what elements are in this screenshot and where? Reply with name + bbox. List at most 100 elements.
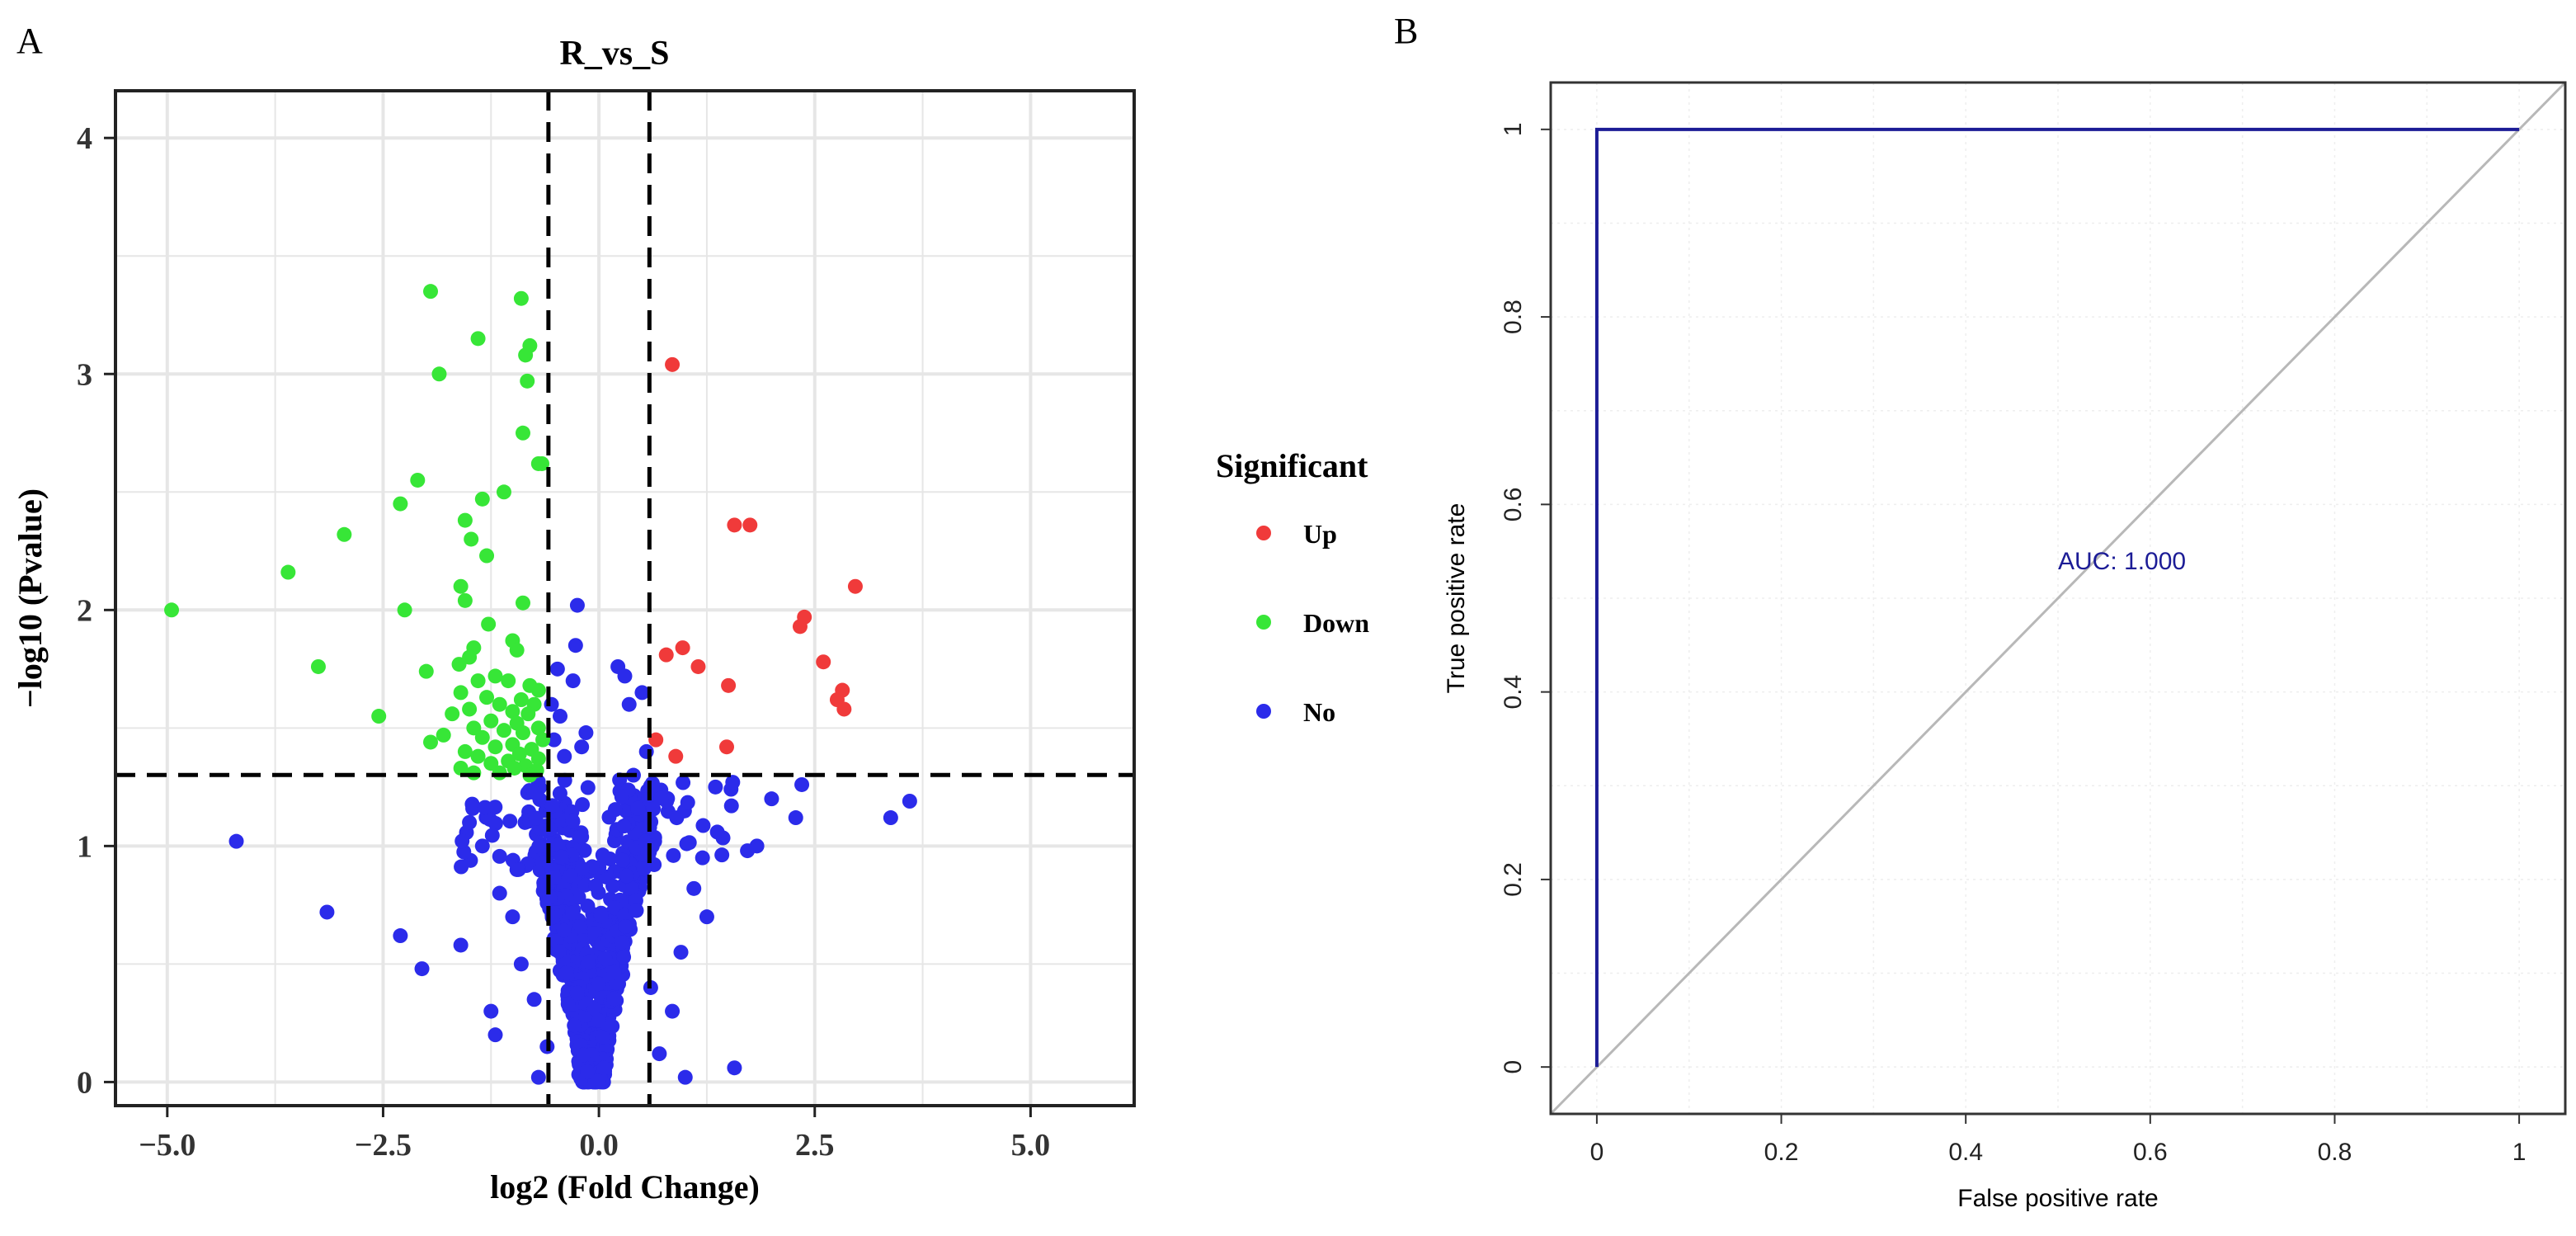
point-no bbox=[725, 775, 741, 790]
point-no bbox=[569, 985, 585, 1001]
point-no bbox=[528, 810, 544, 826]
point-no bbox=[676, 775, 691, 790]
roc-x-axis-label: False positive rate bbox=[1957, 1185, 2158, 1212]
point-no bbox=[526, 785, 542, 800]
point-no bbox=[606, 965, 622, 980]
point-down bbox=[479, 548, 495, 564]
point-no bbox=[530, 1069, 546, 1085]
point-down bbox=[501, 673, 516, 689]
x-tick-label: 2.5 bbox=[795, 1128, 835, 1163]
point-up bbox=[668, 748, 684, 764]
point-down bbox=[530, 720, 546, 736]
point-no bbox=[764, 791, 779, 807]
point-no bbox=[615, 852, 631, 868]
point-down bbox=[164, 602, 180, 618]
point-down bbox=[423, 284, 439, 300]
point-no bbox=[595, 1029, 610, 1045]
point-down bbox=[371, 709, 387, 724]
point-no bbox=[558, 965, 574, 981]
point-down bbox=[487, 668, 503, 684]
point-no bbox=[624, 880, 639, 896]
point-down bbox=[530, 751, 546, 767]
point-up bbox=[847, 578, 863, 594]
legend-label-down: Down bbox=[1303, 608, 1369, 638]
point-no bbox=[492, 848, 507, 864]
point-down bbox=[492, 696, 507, 712]
roc-curve-panel: B 0 0.2 0.4 0.6 0.8 1 0 0.2 0.4 0.6 0.8 1 AUC: 1.0… bbox=[1394, 11, 2567, 1212]
point-no bbox=[576, 1047, 591, 1063]
point-up bbox=[648, 732, 664, 748]
point-no bbox=[679, 836, 695, 852]
point-up bbox=[658, 647, 674, 663]
point-down bbox=[470, 673, 486, 689]
volcano-title: R_vs_S bbox=[559, 35, 669, 73]
point-no bbox=[569, 597, 585, 613]
point-no bbox=[567, 1017, 582, 1033]
point-no bbox=[591, 976, 606, 992]
point-down bbox=[397, 602, 412, 618]
point-no bbox=[563, 868, 578, 884]
point-no bbox=[550, 837, 566, 853]
roc-curve-line bbox=[1594, 127, 2520, 1068]
point-no bbox=[556, 922, 572, 938]
point-no bbox=[567, 638, 583, 653]
point-no bbox=[565, 814, 581, 829]
legend-swatch-up bbox=[1256, 526, 1271, 540]
point-no bbox=[474, 838, 490, 854]
point-no bbox=[586, 1001, 602, 1017]
roc-x-tick-label: 1 bbox=[2512, 1139, 2527, 1166]
point-down bbox=[436, 727, 451, 743]
point-no bbox=[492, 885, 507, 901]
point-no bbox=[228, 833, 244, 849]
point-no bbox=[454, 833, 470, 849]
point-no bbox=[629, 903, 644, 918]
point-no bbox=[794, 776, 810, 792]
point-down bbox=[474, 491, 490, 507]
point-no bbox=[619, 868, 634, 884]
point-no bbox=[577, 877, 593, 893]
point-no bbox=[617, 668, 633, 684]
point-up bbox=[665, 356, 680, 372]
point-no bbox=[644, 838, 660, 854]
point-no bbox=[588, 878, 604, 894]
point-no bbox=[652, 1046, 667, 1062]
point-down bbox=[492, 765, 507, 781]
point-no bbox=[557, 748, 572, 764]
point-no bbox=[616, 949, 632, 965]
point-no bbox=[591, 1073, 606, 1089]
point-down bbox=[516, 725, 530, 741]
x-tick-label: 0.0 bbox=[579, 1128, 619, 1163]
point-up bbox=[690, 658, 706, 674]
point-no bbox=[484, 828, 500, 843]
point-no bbox=[665, 1003, 680, 1019]
y-tick-label: 0 bbox=[77, 1065, 92, 1100]
point-no bbox=[487, 1027, 503, 1043]
point-down bbox=[418, 663, 434, 679]
point-down bbox=[337, 526, 352, 542]
point-down bbox=[466, 720, 482, 736]
point-no bbox=[607, 802, 623, 818]
point-no bbox=[616, 818, 632, 834]
roc-y-tick-label: 0.2 bbox=[1500, 862, 1527, 897]
point-no bbox=[414, 961, 430, 977]
point-no bbox=[680, 795, 695, 810]
point-no bbox=[621, 696, 637, 712]
point-no bbox=[587, 926, 603, 941]
point-down bbox=[483, 713, 499, 729]
point-down bbox=[451, 657, 467, 672]
point-no bbox=[580, 780, 596, 795]
point-down bbox=[453, 685, 469, 701]
point-no bbox=[505, 909, 520, 925]
point-down bbox=[470, 748, 486, 764]
point-down bbox=[453, 578, 469, 594]
point-no bbox=[686, 880, 702, 896]
point-no bbox=[714, 847, 730, 863]
point-down bbox=[505, 704, 520, 719]
point-no bbox=[883, 810, 898, 826]
point-down bbox=[310, 658, 326, 674]
roc-plot-frame bbox=[1549, 81, 2567, 1116]
legend-swatch-no bbox=[1256, 704, 1271, 719]
point-no bbox=[487, 816, 503, 832]
legend-title: Significant bbox=[1216, 447, 1368, 484]
point-no bbox=[574, 861, 590, 876]
